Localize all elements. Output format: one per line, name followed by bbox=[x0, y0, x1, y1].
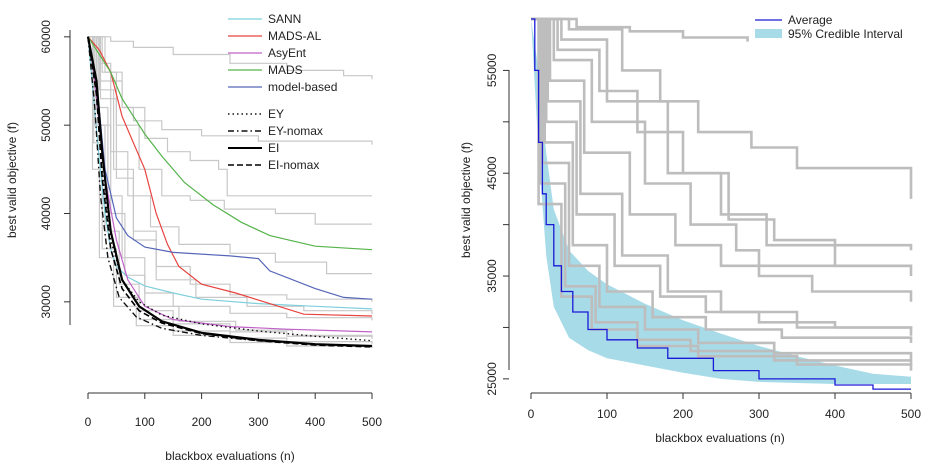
left-y-tick-label: 30000 bbox=[39, 285, 53, 319]
left-legend-label: EY-nomax bbox=[268, 124, 323, 138]
left-x-tick-label: 100 bbox=[135, 415, 155, 429]
right-y-tick-label: 45000 bbox=[485, 156, 499, 190]
left-y-tick-label: 40000 bbox=[39, 196, 53, 230]
left-y-ticks: 30000 40000 50000 60000 bbox=[39, 20, 70, 319]
right-legend-label: Average bbox=[788, 13, 833, 27]
left-x-tick-label: 200 bbox=[192, 415, 212, 429]
left-background-run-4 bbox=[88, 36, 372, 275]
left-legend-label: SANN bbox=[268, 12, 301, 26]
left-background-run-3 bbox=[88, 36, 372, 225]
left-series-asyent bbox=[87, 36, 373, 333]
right-x-tick-label: 400 bbox=[825, 407, 845, 421]
right-y-axis-label: best valid objective (f) bbox=[459, 142, 473, 258]
left-series-model-based bbox=[87, 36, 373, 300]
left-series-sann bbox=[87, 36, 373, 310]
left-x-tick-label: 300 bbox=[248, 415, 268, 429]
right-x-axis-label: blackbox evaluations (n) bbox=[655, 431, 784, 445]
right-background-run-1 bbox=[531, 17, 913, 199]
left-x-tick-label: 500 bbox=[362, 415, 382, 429]
left-background-run-8 bbox=[88, 36, 373, 345]
left-series-lines bbox=[86, 36, 373, 348]
right-series-lines bbox=[531, 18, 911, 390]
left-background-run-10 bbox=[88, 36, 373, 315]
right-background-runs bbox=[531, 17, 913, 371]
left-series-mads bbox=[87, 36, 373, 251]
right-y-tick-label: 25000 bbox=[485, 362, 499, 396]
left-x-ticks: 0 100 200 300 400 500 bbox=[85, 393, 382, 429]
right-background-run-2 bbox=[531, 17, 913, 251]
left-x-axis-label: blackbox evaluations (n) bbox=[165, 449, 294, 463]
right-x-ticks: 0 100 200 300 400 500 bbox=[528, 393, 921, 421]
left-background-run-5 bbox=[88, 36, 373, 302]
left-x-tick-label: 400 bbox=[305, 415, 325, 429]
left-background-runs bbox=[88, 36, 373, 348]
left-legend: SANN MADS-AL AsyEnt MADS model-based EY EY-nom… bbox=[228, 12, 337, 172]
left-background-run-1 bbox=[88, 36, 373, 145]
right-background-run-7 bbox=[531, 17, 913, 361]
right-background-run-9 bbox=[531, 17, 913, 336]
left-y-axis-label: best valid objective (f) bbox=[5, 122, 19, 238]
right-x-tick-label: 200 bbox=[673, 407, 693, 421]
left-y-tick-label: 60000 bbox=[39, 20, 53, 54]
right-x-tick-label: 100 bbox=[597, 407, 617, 421]
left-legend-label: EI-nomax bbox=[268, 158, 319, 172]
left-legend-label: model-based bbox=[268, 80, 337, 94]
left-y-tick-label: 50000 bbox=[39, 108, 53, 142]
right-y-tick-label: 55000 bbox=[485, 53, 499, 87]
left-series-mads-al bbox=[87, 36, 373, 317]
right-y-tick-label: 35000 bbox=[485, 259, 499, 293]
left-legend-label: EY bbox=[268, 107, 284, 121]
right-legend-band-swatch bbox=[755, 29, 782, 38]
left-x-tick-label: 0 bbox=[85, 415, 92, 429]
right-x-tick-label: 500 bbox=[901, 407, 921, 421]
right-background-run-4 bbox=[531, 17, 911, 268]
left-series-ei bbox=[86, 36, 373, 348]
right-chart: 25000 35000 45000 55000 0 100 200 300 400 500 bl… bbox=[459, 13, 921, 445]
left-legend-label: EI bbox=[268, 141, 279, 155]
left-legend-label: AsyEnt bbox=[268, 46, 307, 60]
right-x-tick-label: 300 bbox=[749, 407, 769, 421]
left-legend-label: MADS bbox=[268, 63, 303, 77]
right-background-run-0 bbox=[531, 17, 749, 42]
left-background-run-0 bbox=[88, 36, 373, 80]
right-background-run-11 bbox=[531, 17, 913, 276]
right-background-run-6 bbox=[531, 17, 913, 343]
right-background-run-3 bbox=[531, 17, 913, 302]
right-background-run-5 bbox=[531, 17, 913, 330]
right-y-ticks: 25000 35000 45000 55000 bbox=[485, 53, 509, 396]
left-series-ei-nomax bbox=[87, 36, 373, 348]
right-legend-label: 95% Credible Interval bbox=[788, 27, 903, 41]
left-legend-label: MADS-AL bbox=[268, 29, 322, 43]
right-x-tick-label: 0 bbox=[528, 407, 535, 421]
right-series-average bbox=[531, 18, 911, 390]
left-chart: 30000 40000 50000 60000 0 100 200 300 400 500 bl… bbox=[5, 12, 382, 463]
